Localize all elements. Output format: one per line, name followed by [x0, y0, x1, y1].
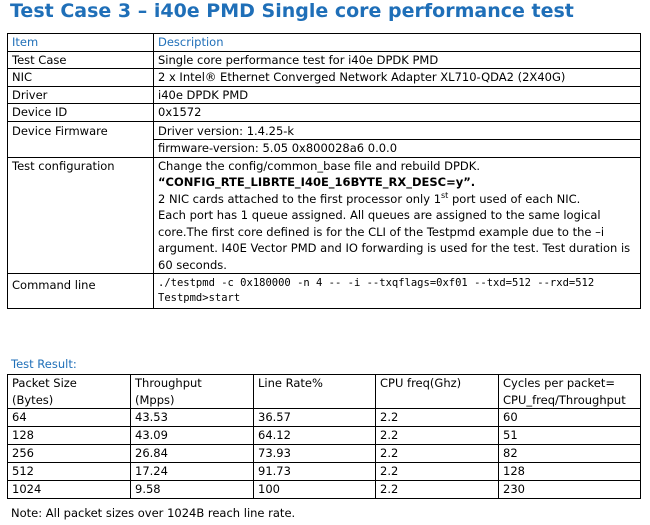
page-title: Test Case 3 – i40e PMD Single core perfo… [10, 0, 574, 22]
table-cell: 512 [7, 462, 131, 481]
table-cell: 26.84 [130, 444, 254, 463]
row-value: 2 x Intel® Ethernet Converged Network Ad… [153, 68, 641, 87]
row-value: Driver version: 1.4.25-k firmware-versio… [153, 120, 641, 158]
table-cell: 1024 [7, 480, 131, 499]
table-cell: 64 [7, 408, 131, 427]
table-cell: 128 [498, 462, 641, 481]
command-text: ./testpmd -c 0x180000 -n 4 -- -i --txqfl… [158, 277, 595, 289]
header-cell: CPU freq(Ghz) [375, 374, 499, 409]
row-label: Device Firmware [7, 120, 154, 158]
row-value: ./testpmd -c 0x180000 -n 4 -- -i --txqfl… [153, 273, 641, 309]
config-superscript: st [441, 190, 449, 200]
table-row: 1024 9.58 100 2.2 230 [7, 480, 641, 499]
table-row: Test configuration Change the config/com… [7, 156, 641, 274]
header-item: Item [7, 33, 154, 52]
firmware-version: firmware-version: 5.05 0x800028a6 0.0.0 [158, 141, 398, 155]
table-header-row: Item Description [7, 33, 641, 52]
header-text: Packet Size [12, 376, 77, 390]
row-label: Command line [7, 273, 154, 309]
header-cell: Line Rate% [253, 374, 376, 409]
row-label: Driver [7, 85, 154, 104]
table-cell: 2.2 [375, 408, 499, 427]
table-row: Command line ./testpmd -c 0x180000 -n 4 … [7, 273, 641, 309]
table-cell: 82 [498, 444, 641, 463]
table-cell: 43.09 [130, 426, 254, 445]
command-prompt: Testpmd>start [158, 292, 241, 304]
header-text: Line Rate% [258, 376, 323, 390]
header-cell: Packet Size (Bytes) [7, 374, 131, 409]
test-result-table: Packet Size (Bytes) Throughput (Mpps) Line… [7, 374, 641, 499]
header-text: CPU_freq/Throughput [503, 392, 626, 407]
table-cell: 9.58 [130, 480, 254, 499]
table-cell: 256 [7, 444, 131, 463]
table-row: 128 43.09 64.12 2.2 51 [7, 426, 641, 445]
header-text: Cycles per packet= [503, 376, 615, 390]
row-label: Test configuration [7, 156, 154, 274]
table-cell: 128 [7, 426, 131, 445]
row-value: i40e DPDK PMD [153, 85, 641, 104]
row-label: Test Case [7, 50, 154, 69]
table-cell: 43.53 [130, 408, 254, 427]
header-text: CPU freq(Ghz) [380, 376, 462, 390]
table-cell: 17.24 [130, 462, 254, 481]
test-info-table: Item Description Test Case Single core p… [7, 33, 641, 309]
row-value: Single core performance test for i40e DP… [153, 50, 641, 69]
header-description: Description [153, 33, 641, 52]
table-cell: 64.12 [253, 426, 376, 445]
row-value: 0x1572 [153, 103, 641, 122]
table-cell: 91.73 [253, 462, 376, 481]
table-cell: 2.2 [375, 462, 499, 481]
table-cell: 2.2 [375, 480, 499, 499]
table-cell: 100 [253, 480, 376, 499]
table-row: 64 43.53 36.57 2.2 60 [7, 408, 641, 427]
config-line: 2 NIC cards attached to the first proces… [158, 191, 636, 208]
table-cell: 60 [498, 408, 641, 427]
table-cell: 2.2 [375, 426, 499, 445]
config-flag: “CONFIG_RTE_LIBRTE_I40E_16BYTE_RX_DESC=y… [158, 175, 476, 189]
row-value: Change the config/common_base file and r… [153, 156, 641, 274]
header-text: (Mpps) [135, 392, 175, 407]
table-row: Driver i40e DPDK PMD [7, 85, 641, 104]
table-row: Device ID 0x1572 [7, 103, 641, 122]
header-text: (Bytes) [12, 392, 54, 407]
table-row: 512 17.24 91.73 2.2 128 [7, 462, 641, 481]
table-cell: 2.2 [375, 444, 499, 463]
header-text: Throughput [135, 376, 202, 390]
config-text: 2 NIC cards attached to the first proces… [158, 191, 442, 206]
table-cell: 36.57 [253, 408, 376, 427]
result-header-row: Packet Size (Bytes) Throughput (Mpps) Line… [7, 374, 641, 409]
table-row: 256 26.84 73.93 2.2 82 [7, 444, 641, 463]
result-label: Test Result: [11, 357, 77, 371]
footnote: Note: All packet sizes over 1024B reach … [11, 506, 296, 520]
row-label: Device ID [7, 103, 154, 122]
table-row: Test Case Single core performance test f… [7, 50, 641, 69]
config-paragraph: Each port has 1 queue assigned. All queu… [158, 208, 631, 272]
config-text: port used of each NIC. [448, 191, 581, 206]
table-cell: 51 [498, 426, 641, 445]
config-line: Change the config/common_base file and r… [158, 158, 480, 173]
header-cell: Cycles per packet= CPU_freq/Throughput [498, 374, 641, 409]
table-row: NIC 2 x Intel® Ethernet Converged Networ… [7, 68, 641, 87]
table-cell: 73.93 [253, 444, 376, 463]
header-cell: Throughput (Mpps) [130, 374, 254, 409]
table-row: Device Firmware Driver version: 1.4.25-k… [7, 120, 641, 158]
row-label: NIC [7, 68, 154, 87]
firmware-driver-version: Driver version: 1.4.25-k [154, 122, 640, 140]
table-cell: 230 [498, 480, 641, 499]
